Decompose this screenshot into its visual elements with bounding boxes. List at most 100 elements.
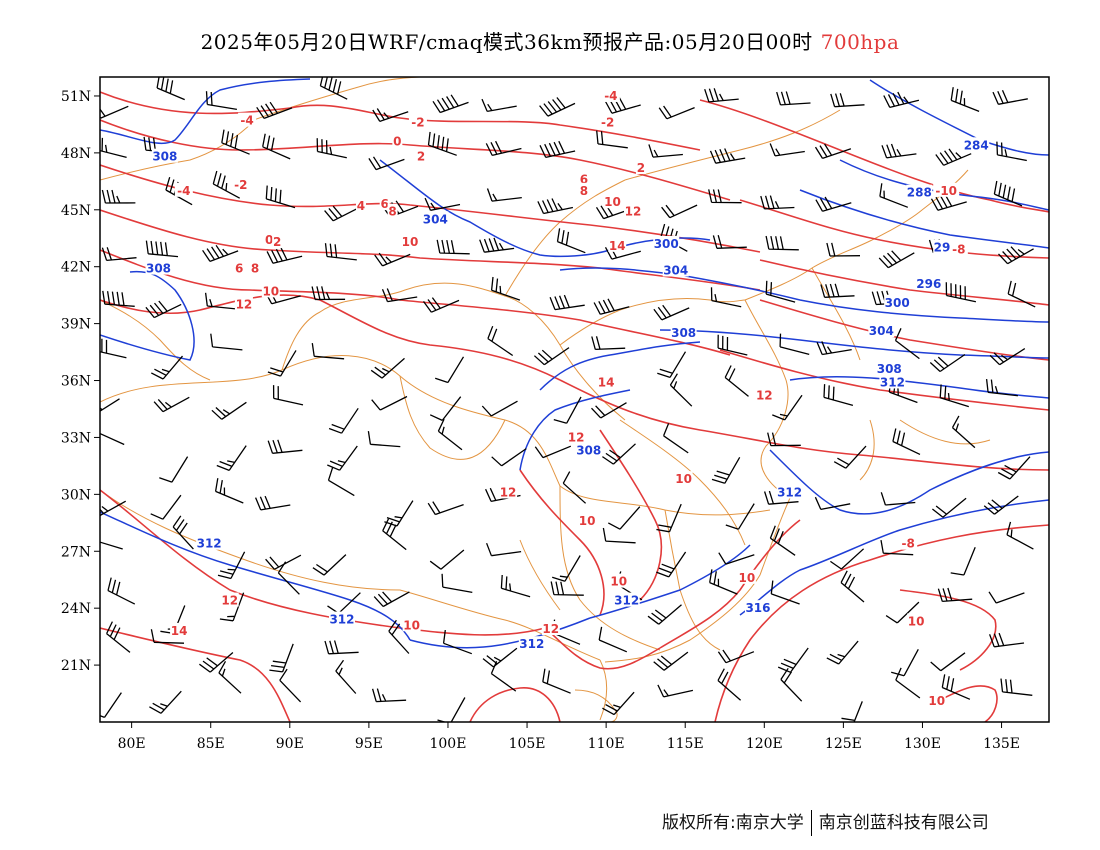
wind-barb bbox=[272, 385, 304, 406]
lat-tick-label: 51N bbox=[61, 89, 91, 105]
wind-barb bbox=[562, 471, 587, 504]
wind-barb bbox=[985, 379, 1018, 397]
contour-label: 312 bbox=[880, 375, 905, 389]
wind-barb bbox=[989, 348, 1026, 366]
wind-barb bbox=[533, 347, 570, 366]
map-frame bbox=[99, 76, 1050, 723]
contour-label: -2 bbox=[411, 116, 424, 130]
contour-label-bg bbox=[927, 693, 946, 708]
contour-label-bg bbox=[499, 484, 518, 499]
wind-barb bbox=[593, 298, 630, 315]
contour-label-bg bbox=[387, 203, 398, 218]
wind-barb bbox=[265, 554, 302, 570]
wind-barb bbox=[485, 140, 522, 157]
wind-barb bbox=[172, 515, 194, 550]
wind-barb bbox=[327, 467, 355, 497]
wind-barb bbox=[763, 490, 799, 505]
contour-label: 10 bbox=[604, 195, 621, 209]
contour-label: 10 bbox=[403, 618, 420, 632]
wind-barb bbox=[202, 244, 239, 263]
lon-tick-label: 110E bbox=[588, 736, 625, 752]
contour-label: -4 bbox=[240, 114, 253, 128]
wind-barb bbox=[150, 494, 182, 520]
contour-label-bg bbox=[963, 137, 990, 152]
wind-barb bbox=[442, 630, 473, 655]
wind-barb bbox=[534, 445, 572, 459]
wind-barb bbox=[929, 353, 966, 373]
wind-barb bbox=[441, 573, 473, 594]
contour-label: 10 bbox=[610, 575, 627, 589]
contour-label: 10 bbox=[928, 694, 945, 708]
wind-barb bbox=[217, 551, 246, 580]
wind-barb bbox=[539, 97, 576, 117]
wind-barb bbox=[661, 204, 698, 219]
wind-barb bbox=[656, 503, 682, 533]
wind-barb bbox=[814, 496, 851, 511]
wind-barb bbox=[711, 456, 741, 484]
lat-tick-label: 21N bbox=[61, 658, 91, 674]
contour-label-bg bbox=[196, 535, 223, 550]
contour-label-bg bbox=[261, 283, 280, 298]
wind-barb bbox=[368, 156, 405, 171]
lon-tick-label: 85E bbox=[197, 736, 225, 752]
wind-barb bbox=[370, 357, 405, 379]
wind-barb bbox=[951, 415, 976, 449]
wind-barb bbox=[429, 396, 462, 421]
contour-label-bg bbox=[597, 374, 616, 389]
wind-barb bbox=[662, 423, 689, 454]
contour-label-bg bbox=[567, 429, 586, 444]
wind-barb bbox=[983, 495, 1019, 515]
wind-barb bbox=[717, 649, 755, 664]
lon-tick-label: 135E bbox=[983, 736, 1020, 752]
wind-barb bbox=[724, 365, 749, 397]
contour-label-bg bbox=[653, 235, 680, 250]
wind-barb bbox=[830, 93, 865, 108]
wind-barb bbox=[598, 626, 628, 653]
wind-barb bbox=[149, 690, 182, 714]
footer-separator bbox=[810, 810, 812, 836]
wind-barb bbox=[830, 548, 865, 570]
wind-barb bbox=[311, 343, 345, 360]
contour-label-bg bbox=[915, 275, 942, 290]
contour-label: 12 bbox=[236, 298, 253, 312]
wind-barb bbox=[595, 203, 633, 220]
wind-barb bbox=[709, 569, 738, 595]
contour-label: -2 bbox=[234, 178, 247, 192]
wind-barb bbox=[604, 97, 641, 114]
wind-barb bbox=[267, 350, 297, 377]
wind-barb bbox=[159, 456, 189, 483]
lat-tick-label: 39N bbox=[61, 317, 91, 333]
contour-label: 312 bbox=[519, 637, 544, 651]
wind-barb bbox=[539, 140, 576, 159]
wind-barb bbox=[647, 604, 682, 625]
contour-label-bg bbox=[402, 617, 421, 632]
wind-barb bbox=[490, 276, 521, 301]
wind-barb bbox=[212, 170, 241, 199]
wind-barb bbox=[100, 500, 127, 517]
contour-label-bg bbox=[670, 325, 697, 340]
wind-barb bbox=[1007, 280, 1036, 308]
wind-barb bbox=[491, 448, 527, 467]
lat-tick-label: 27N bbox=[61, 544, 91, 560]
lat-tick-label: 36N bbox=[61, 374, 91, 390]
wind-barb bbox=[549, 294, 585, 311]
wind-barb bbox=[591, 402, 627, 419]
wind-barb bbox=[657, 351, 687, 379]
wind-barb bbox=[216, 445, 247, 472]
wind-barb bbox=[602, 443, 636, 465]
wind-barb bbox=[432, 94, 469, 114]
contour-label: 308 bbox=[576, 444, 601, 458]
contour-label-bg bbox=[379, 196, 390, 211]
contour-label-bg bbox=[755, 387, 774, 402]
wind-barb bbox=[267, 439, 303, 454]
contour-label: 312 bbox=[777, 485, 802, 499]
wind-barb bbox=[709, 148, 746, 164]
contour-label: 10 bbox=[402, 235, 419, 249]
wind-barb bbox=[552, 555, 581, 582]
wind-barb bbox=[717, 334, 748, 356]
contour-label-bg bbox=[238, 112, 257, 127]
wind-barb bbox=[266, 247, 303, 264]
contour-label: 10 bbox=[675, 472, 692, 486]
contour-label-bg bbox=[613, 592, 640, 607]
wind-barb bbox=[704, 88, 739, 103]
